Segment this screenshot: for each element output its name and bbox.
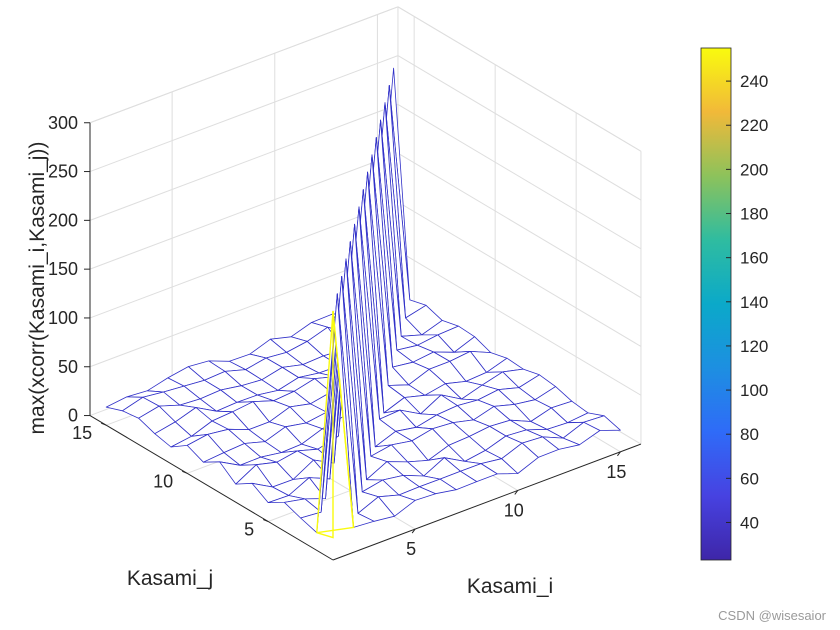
z-tick-label: 0 [68,406,78,426]
z-tick-label: 150 [48,259,78,279]
x-tick-label: 10 [504,500,524,520]
colorbar: 40 60 80 100 120 140 160 180 200 220 240 [700,47,768,561]
colorbar-ticks: 40 60 80 100 120 140 160 180 200 220 240 [726,72,768,532]
colorbar-tick-label: 200 [740,160,768,179]
z-tick-label: 50 [58,357,78,377]
y-tick-mark [263,519,269,522]
watermark: CSDN @wisesaior [718,608,826,623]
y-axis-label: Kasami_j [127,567,213,590]
x-tick-mark [411,528,416,534]
x-tick-label: 15 [606,462,626,482]
colorbar-tick-label: 120 [740,337,768,356]
x-axis-label: Kasami_i [467,575,553,598]
colorbar-tick-label: 40 [740,513,759,532]
grid-line [397,152,642,299]
colorbar-tick-label: 180 [740,205,768,224]
colorbar-gradient [700,47,732,561]
ridge-edge-line [332,311,355,528]
surface-mesh [105,67,621,539]
z-axis-label: max(xcorr(Kasami_i,Kasami_j)) [26,142,49,435]
y-tick-label: 15 [72,423,92,443]
grid-line [89,201,399,319]
z-tick-label: 300 [48,113,78,133]
x-tick-label: 5 [406,539,416,559]
colorbar-tick-label: 160 [740,249,768,268]
grid-line [397,201,642,347]
grid-line [89,103,399,221]
grid-line [397,103,642,250]
z-tick-label: 250 [48,162,78,182]
grid-line [397,55,642,201]
y-tick-label: 5 [244,519,254,539]
colorbar-tick-label: 60 [740,469,759,488]
grid-line [89,55,399,173]
x-tick-mark [617,451,621,457]
y-axis-line [89,415,334,561]
grid-line [89,152,399,270]
grid-edge [397,6,642,152]
x-axis-line [332,443,642,561]
x-tick-mark [514,490,519,495]
y-tick-label: 10 [153,471,173,491]
colorbar-tick-label: 240 [740,72,768,91]
colorbar-tick-label: 140 [740,293,768,312]
y-tick-mark [182,470,188,474]
colorbar-tick-label: 220 [740,116,768,135]
grid-line [397,250,642,396]
ridge-edge-line [316,311,334,533]
grid-edge [89,6,399,124]
colorbar-tick-label: 100 [740,381,768,400]
z-tick-label: 200 [48,210,78,230]
z-tick-label: 100 [48,308,78,328]
colorbar-tick-label: 80 [740,425,759,444]
y-tick-mark [101,422,107,426]
